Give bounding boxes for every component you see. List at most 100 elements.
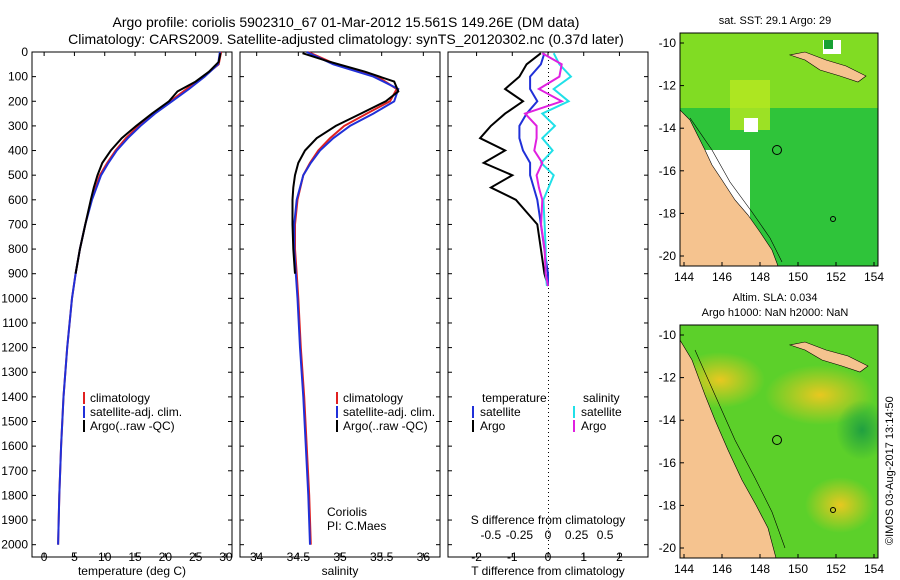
salinity-x-label: salinity — [322, 564, 359, 578]
lon-tick-label: 144 — [674, 562, 694, 576]
temperature-panel: 0100200300400500600700800900100011001200… — [1, 45, 648, 578]
sla-longitude-axis: 144 146 148 150 152 154 — [674, 554, 884, 576]
lon-tick-label: 150 — [788, 270, 808, 284]
difference-lines — [478, 52, 573, 287]
series-line-climatology — [294, 51, 399, 545]
legend-label-t-argo: Argo — [480, 419, 506, 433]
x-tick-label: 35 — [333, 550, 347, 564]
depth-tick-label: 300 — [8, 119, 28, 133]
depth-tick-label: 100 — [8, 70, 28, 84]
x-tick-label: 15 — [128, 550, 142, 564]
series-line-argo-raw-qc- — [74, 52, 222, 274]
series-line-argo-raw-qc- — [291, 52, 400, 274]
sla-map: Altim. SLA: 0.034 Argo h1000: NaN h2000:… — [659, 292, 885, 576]
lat-tick-label: -14 — [659, 413, 677, 427]
x-tick-label: 25 — [189, 550, 203, 564]
legend-label-s-argo: Argo — [581, 419, 607, 433]
salinity-panel: 34 34.5 35 35.5 36 salinity climatology sate… — [239, 51, 441, 578]
salinity-legend: climatology satellite-adj. clim. Argo(..… — [336, 391, 435, 433]
depth-tick-label: 1200 — [1, 341, 28, 355]
temperature-panel-frame — [31, 51, 233, 558]
sla-high-anomaly-3 — [805, 477, 875, 533]
sst-map-field — [680, 33, 878, 266]
header-line-2: Climatology: CARS2009. Satellite-adjuste… — [68, 31, 624, 47]
x-tick-label: 2 — [616, 550, 623, 564]
s-tick-label: 0.25 — [565, 528, 589, 542]
lon-tick-label: 144 — [674, 270, 694, 284]
sla-map-title-2: Argo h1000: NaN h2000: NaN — [702, 307, 849, 319]
lon-tick-label: 146 — [712, 562, 732, 576]
depth-tick-label: 1900 — [1, 513, 28, 527]
legend-label-climatology: climatology — [90, 391, 150, 405]
depth-axis: 0 100 200 300 400 500 600 700 800 900 1000 1100 1200… — [1, 45, 648, 552]
legend-title-temperature: temperature — [482, 391, 547, 405]
legend-label-s-satellite: satellite — [581, 405, 622, 419]
t-difference-x-axis: -2 -1 0 1 2 — [471, 52, 623, 564]
x-tick-label: 34 — [250, 550, 264, 564]
lon-tick-label: 148 — [750, 562, 770, 576]
x-tick-label: -1 — [507, 550, 518, 564]
depth-tick-label: 1700 — [1, 464, 28, 478]
depth-tick-label: 1600 — [1, 439, 28, 453]
sst-map-title: sat. SST: 29.1 Argo: 29 — [719, 15, 832, 27]
sla-land-australia — [680, 339, 777, 558]
sla-map-field — [680, 325, 878, 558]
lon-tick-label: 148 — [750, 270, 770, 284]
lon-tick-label: 152 — [826, 562, 846, 576]
depth-tick-label: 2000 — [1, 538, 28, 552]
sla-land-png — [788, 341, 869, 373]
sst-argo-location — [772, 145, 782, 155]
temperature-lines — [57, 51, 223, 545]
sst-contour — [689, 117, 783, 263]
sla-argo-location — [772, 435, 782, 445]
series-line-salinity-satellite — [539, 52, 573, 287]
sst-map: sat. SST: 29.1 Argo: 29 144 — [659, 15, 885, 284]
series-line-satellite-adj-clim- — [57, 51, 221, 545]
depth-tick-label: 400 — [8, 144, 28, 158]
x-tick-label: 36 — [417, 550, 431, 564]
annotation-institution: Coriolis — [327, 505, 367, 519]
s-difference-label: S difference from climatology — [471, 513, 626, 527]
lon-tick-label: 150 — [788, 562, 808, 576]
s-tick-label: -0.5 — [481, 528, 502, 542]
legend-label-satellite: satellite-adj. clim. — [343, 405, 435, 419]
depth-tick-label: 1800 — [1, 488, 28, 502]
annotation-pi: PI: C.Maes — [327, 519, 386, 533]
depth-tick-label: 0 — [21, 45, 28, 59]
sst-land-png — [788, 51, 867, 83]
depth-tick-label: 200 — [8, 94, 28, 108]
depth-tick-label: 1100 — [2, 316, 28, 330]
legend-label-satellite: satellite-adj. clim. — [90, 405, 182, 419]
lat-tick-label: -14 — [659, 121, 677, 135]
x-tick-label: 35.5 — [370, 550, 394, 564]
salinity-lines — [291, 51, 400, 545]
lat-tick-label: -18 — [659, 498, 677, 512]
depth-tick-label: 1400 — [1, 390, 28, 404]
legend-label-argo: Argo(..raw -QC) — [343, 419, 428, 433]
lat-tick-label: -18 — [659, 206, 677, 220]
lat-tick-label: -12 — [659, 79, 677, 93]
s-difference-scale: -0.5 -0.25 0 0.25 0.5 — [481, 528, 614, 542]
lon-tick-label: 154 — [864, 270, 884, 284]
lat-tick-label: -10 — [659, 328, 677, 342]
lon-tick-label: 146 — [712, 270, 732, 284]
salinity-panel-frame — [239, 51, 441, 558]
sst-reef-mark — [830, 216, 836, 222]
legend-label-climatology: climatology — [343, 391, 403, 405]
sst-land-australia — [680, 109, 779, 266]
sla-reef-mark — [830, 507, 836, 513]
header-line-1: Argo profile: coriolis 5902310_67 01-Mar… — [113, 14, 580, 30]
sst-latitude-axis: -10 -12 -14 -16 -18 -20 — [659, 36, 684, 263]
sla-map-title-1: Altim. SLA: 0.034 — [733, 292, 818, 304]
x-tick-label: 1 — [580, 550, 587, 564]
x-tick-label: 10 — [98, 550, 112, 564]
x-tick-label: 0 — [545, 550, 552, 564]
lat-tick-label: -20 — [659, 541, 677, 555]
lat-tick-label: -10 — [659, 36, 677, 50]
lat-tick-label: -16 — [659, 456, 677, 470]
depth-tick-label: 1300 — [1, 365, 28, 379]
sst-cool-patch — [824, 40, 833, 49]
s-tick-label: 0 — [545, 528, 552, 542]
depth-tick-label: 500 — [8, 168, 28, 182]
